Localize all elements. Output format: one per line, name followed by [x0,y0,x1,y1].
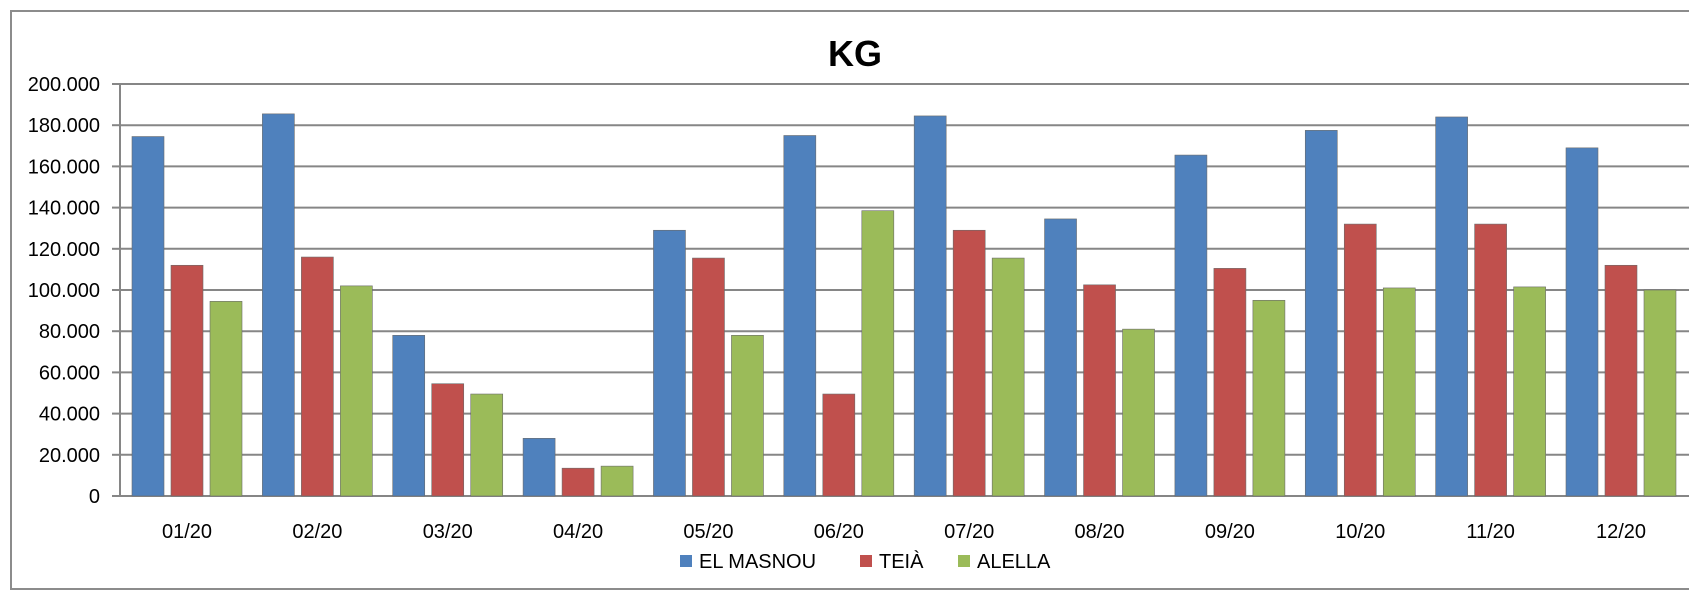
y-tick-label: 0 [89,486,100,508]
y-tick-label: 60.000 [39,362,100,384]
x-tick-label: 10/20 [1335,521,1385,543]
x-axis-ticks: 01/20 02/20 03/20 04/20 05/20 06/20 07/20 08/20… [162,521,1646,543]
bar-el-masnou-02-20 [262,113,295,497]
bar-tei--03-20 [431,383,465,497]
bar-alella-10-20 [1382,287,1416,497]
bar-el-masnou-10-20 [1304,130,1338,497]
legend-label: ALELLA [977,551,1051,573]
y-tick-label: 140.000 [28,198,100,220]
y-tick-label: 80.000 [39,321,100,343]
y-axis-ticks: 0 20.000 40.000 60.000 80.000 100.000 120.000 1… [28,74,120,508]
x-tick-label: 06/20 [814,521,864,543]
bar-tei--04-20 [561,467,595,497]
legend-swatch [680,555,692,567]
bar-tei--02-20 [301,256,334,497]
bar-chart: KG 0 20.000 40.000 60.000 80.000 100.000 120.0… [28,33,1689,573]
bar-el-masnou-07-20 [913,115,947,497]
bar-alella-12-20 [1643,289,1677,497]
y-tick-label: 200.000 [28,74,100,96]
bar-alella-04-20 [600,465,634,497]
bar-tei--11-20 [1474,223,1507,497]
y-tick-label: 180.000 [28,115,100,137]
bar-alella-01-20 [209,301,243,497]
legend-swatch [958,555,970,567]
legend-swatch [860,555,872,567]
legend-label: TEIÀ [879,550,924,573]
x-tick-label: 08/20 [1075,521,1125,543]
bar-el-masnou-09-20 [1174,154,1208,497]
bar-tei--06-20 [822,393,856,497]
y-tick-label: 120.000 [28,239,100,261]
y-tick-label: 20.000 [39,445,100,467]
bar-tei--09-20 [1213,268,1247,497]
bar-el-masnou-12-20 [1565,147,1599,497]
chart-title: KG [828,33,882,74]
bar-alella-02-20 [340,285,373,497]
bar-alella-08-20 [1122,328,1155,497]
bar-el-masnou-04-20 [522,438,556,497]
bars [131,113,1677,497]
legend: EL MASNOU TEIÀ ALELLA [680,550,1051,573]
x-tick-label: 12/20 [1596,521,1646,543]
bar-el-masnou-01-20 [131,136,165,497]
y-tick-label: 160.000 [28,156,100,178]
x-tick-label: 02/20 [292,521,342,543]
bar-alella-03-20 [470,393,504,497]
x-tick-label: 09/20 [1205,521,1255,543]
x-tick-label: 05/20 [683,521,733,543]
y-tick-label: 100.000 [28,280,100,302]
bar-tei--01-20 [170,264,204,497]
bar-alella-11-20 [1513,286,1546,497]
bar-el-masnou-03-20 [392,335,426,497]
bar-tei--05-20 [692,257,725,497]
bar-alella-09-20 [1252,299,1286,497]
x-tick-label: 07/20 [944,521,994,543]
bar-el-masnou-08-20 [1044,218,1077,497]
x-tick-label: 01/20 [162,521,212,543]
bar-tei--07-20 [952,229,986,497]
legend-label: EL MASNOU [699,551,816,573]
bar-alella-06-20 [861,210,895,497]
bar-tei--08-20 [1083,284,1116,497]
x-tick-label: 04/20 [553,521,603,543]
bar-el-masnou-05-20 [653,229,686,497]
y-tick-label: 40.000 [39,404,100,426]
bar-el-masnou-11-20 [1435,116,1468,497]
x-tick-label: 03/20 [423,521,473,543]
bar-alella-07-20 [991,257,1025,497]
bar-alella-05-20 [731,335,764,497]
bar-el-masnou-06-20 [783,135,817,497]
x-tick-label: 11/20 [1466,521,1515,543]
bar-tei--12-20 [1604,264,1638,497]
bar-tei--10-20 [1343,223,1377,497]
